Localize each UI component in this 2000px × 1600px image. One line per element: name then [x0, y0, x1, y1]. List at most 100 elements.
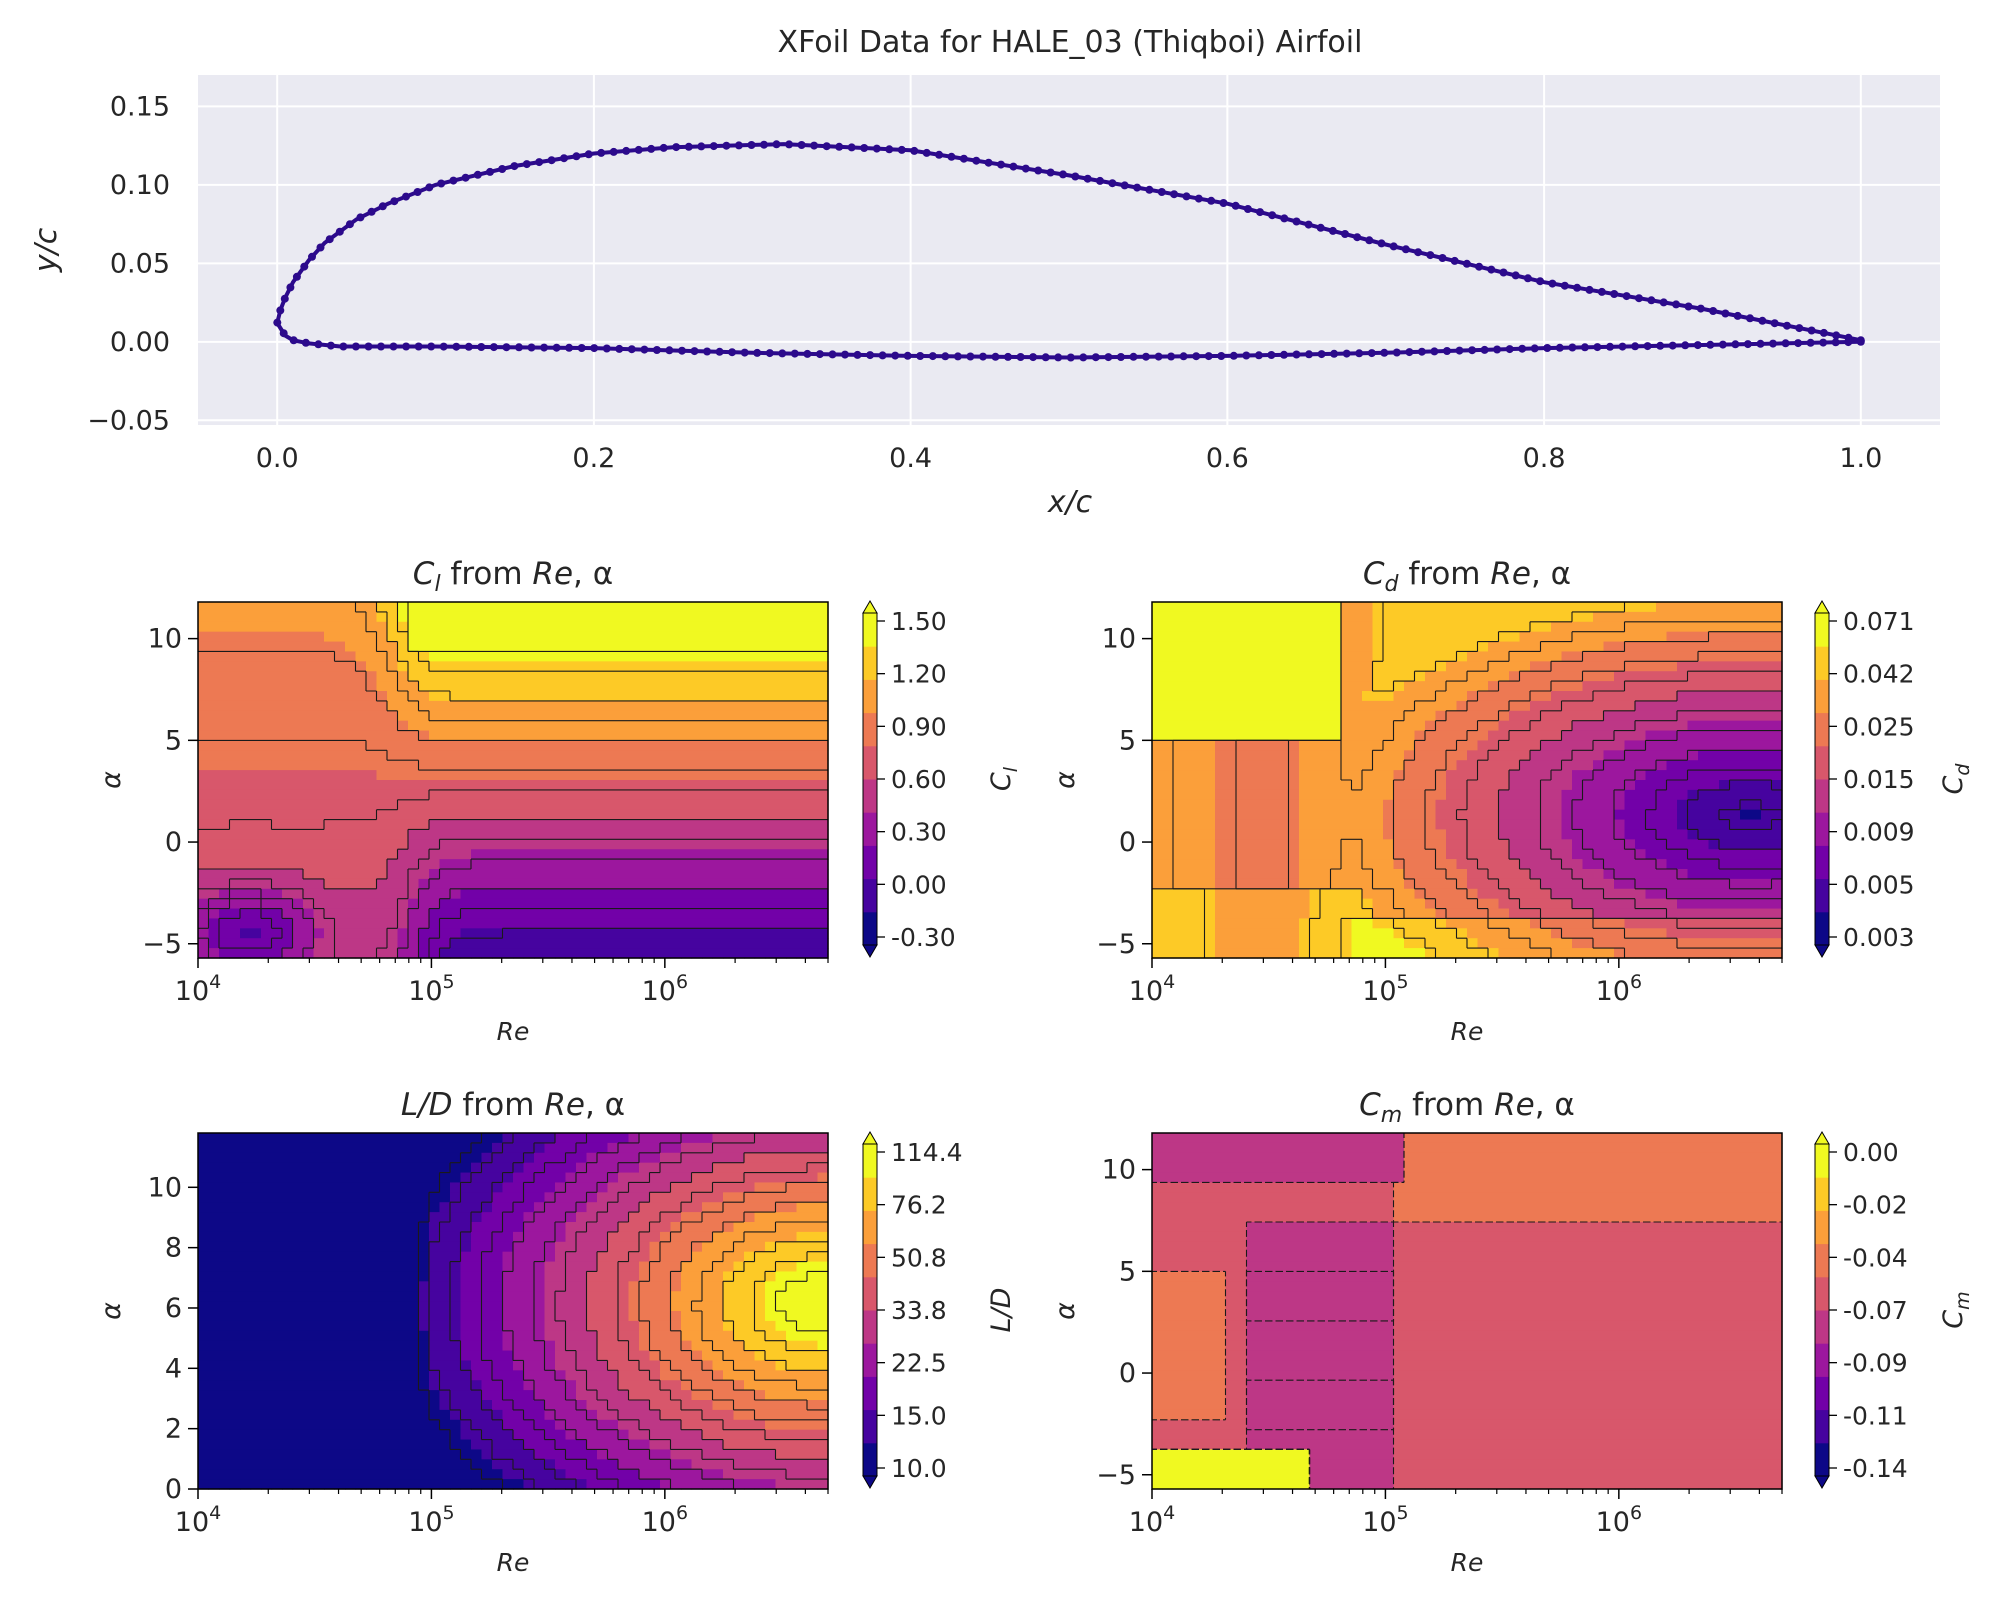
cl-contour-cell — [208, 661, 220, 672]
cd-contour-cell — [1740, 898, 1752, 910]
cd-contour-cell — [1687, 829, 1699, 840]
cd-contour-cell — [1425, 938, 1437, 949]
cl-contour-cell — [471, 720, 483, 732]
cd-contour-cell — [1519, 641, 1531, 653]
cd-contour-cell — [1635, 671, 1647, 682]
cd-colorbar-max-arrow — [1814, 600, 1830, 614]
cl-contour-cell — [460, 661, 472, 672]
cl-contour-cell — [576, 948, 588, 959]
cd-contour-cell — [1383, 700, 1395, 712]
cd-contour-cell — [1351, 859, 1363, 870]
airfoil-point — [1021, 164, 1030, 173]
cl-contour-cell — [198, 602, 210, 613]
cl-contour-cell — [366, 898, 378, 910]
cl-contour-cell — [681, 671, 693, 682]
cd-contour-cell — [1425, 799, 1437, 811]
cl-contour-cell — [240, 809, 252, 821]
cl-contour-cell — [597, 908, 609, 920]
cd-contour-cell — [1540, 750, 1552, 761]
cd-contour-cell — [1194, 799, 1206, 811]
cl-contour-cell — [628, 898, 640, 910]
cd-contour-cell — [1267, 641, 1279, 653]
cl-contour-cell — [408, 789, 420, 801]
cl-contour-cell — [418, 918, 430, 929]
cl-contour-cell — [618, 849, 630, 860]
cl-contour-cell — [471, 740, 483, 751]
ld-contour-cell — [208, 1241, 220, 1253]
cd-contour-cell — [1383, 740, 1395, 751]
cd-contour-cell — [1456, 938, 1468, 949]
cl-contour-cell — [460, 641, 472, 653]
cd-contour-cell — [1698, 908, 1710, 920]
cl-contour-cell — [313, 809, 325, 821]
cd-contour-cell — [1341, 651, 1353, 662]
cl-contour-cell — [786, 918, 798, 929]
cd-contour-cell — [1656, 819, 1668, 831]
cd-contour-cell — [1467, 681, 1479, 692]
cd-contour-cell — [1708, 681, 1720, 692]
cl-contour-cell — [397, 859, 409, 870]
cl-contour-cell — [376, 829, 388, 840]
cd-contour-cell — [1267, 661, 1279, 672]
ld-contour-cell — [250, 1419, 262, 1431]
cd-contour-cell — [1341, 661, 1353, 672]
cl-contour-cell — [429, 760, 441, 771]
cd-contour-cell — [1708, 908, 1720, 920]
cl-contour-cell — [817, 760, 829, 771]
cl-contour-cell — [712, 710, 724, 722]
cl-contour-cell — [408, 799, 420, 811]
cd-contour-cell — [1330, 681, 1342, 692]
cd-contour-cell — [1404, 948, 1416, 959]
airfoil-point — [1499, 268, 1508, 277]
cd-contour-cell — [1173, 789, 1185, 801]
cl-contour-cell — [733, 671, 745, 682]
cl-contour-cell — [754, 710, 766, 722]
cl-contour-cell — [523, 631, 535, 643]
cd-contour-cell — [1425, 750, 1437, 761]
cl-contour-cell — [261, 750, 273, 761]
ld-contour-cell — [250, 1172, 262, 1184]
cd-contour-cell — [1645, 691, 1657, 702]
ld-contour-cell — [229, 1459, 241, 1470]
cl-contour-cell — [334, 809, 346, 821]
cd-contour-cell — [1362, 938, 1374, 949]
cl-contour-cell — [523, 878, 535, 890]
cd-contour-cell — [1414, 859, 1426, 870]
cd-contour-cell — [1456, 908, 1468, 920]
cl-contour-cell — [723, 611, 735, 623]
cd-contour-cell — [1729, 770, 1741, 781]
cd-contour-cell — [1393, 681, 1405, 692]
cd-contour-cell — [1362, 691, 1374, 702]
cd-contour-cell — [1635, 789, 1647, 801]
cl-contour-cell — [576, 671, 588, 682]
cd-contour-cell — [1309, 700, 1321, 712]
cd-contour-cell — [1404, 839, 1416, 850]
cl-contour-cell — [754, 621, 766, 633]
cd-contour-cell — [1236, 621, 1248, 633]
cd-contour-cell — [1173, 780, 1185, 791]
cl-contour-cell — [712, 928, 724, 939]
cd-contour-cell — [1267, 789, 1279, 801]
cd-contour-cell — [1204, 720, 1216, 732]
cd-contour-cell — [1341, 671, 1353, 682]
airfoil-point — [1656, 341, 1665, 350]
cd-contour-cell — [1771, 859, 1783, 870]
cl-contour-cell — [208, 849, 220, 860]
cd-contour-cell — [1750, 760, 1762, 771]
cd-contour-cell — [1666, 819, 1678, 831]
airfoil-point — [1079, 353, 1088, 362]
cd-contour-cell — [1635, 740, 1647, 751]
cd-contour-cell — [1519, 720, 1531, 732]
cd-contour-cell — [1215, 602, 1227, 613]
cl-contour-cell — [576, 750, 588, 761]
cd-contour-cell — [1719, 641, 1731, 653]
cl-contour-cell — [534, 611, 546, 623]
cd-contour-cell — [1488, 869, 1500, 880]
cl-contour-cell — [618, 661, 630, 672]
cl-contour-cell — [460, 780, 472, 791]
cl-contour-cell — [754, 691, 766, 702]
cl-contour-cell — [628, 720, 640, 732]
cd-contour-cell — [1257, 671, 1269, 682]
cd-contour-cell — [1708, 780, 1720, 791]
